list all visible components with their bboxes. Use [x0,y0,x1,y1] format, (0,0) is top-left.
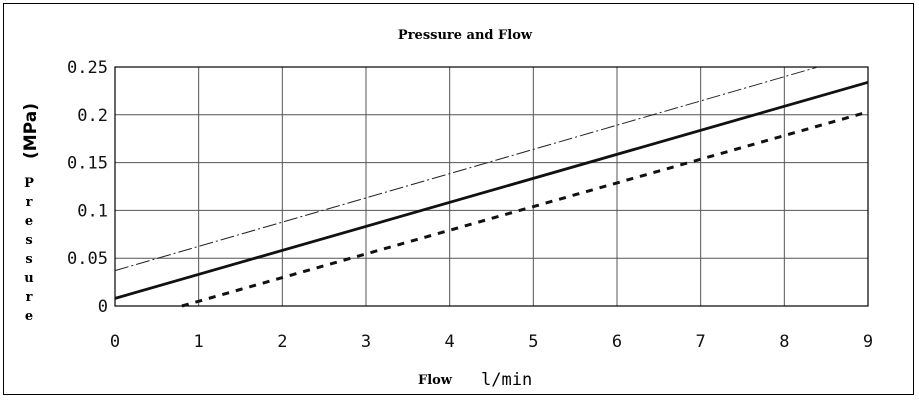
x-tick-label: 8 [779,332,789,352]
x-tick-label: 1 [194,332,204,352]
y-axis-label-letter: s [25,233,32,248]
y-tick-labels: 0 0.05 0.1 0.15 0.2 0.25 [67,58,108,317]
series-line-dashed [181,110,869,308]
y-axis-label-letter: u [24,271,33,286]
x-tick-label: 4 [445,332,455,352]
x-tick-label: 7 [696,332,706,352]
x-tick-label: 0 [110,332,120,352]
y-axis-label-word: Pressure [24,176,34,324]
plot-area [114,66,869,307]
y-axis-label-letter: s [25,252,32,267]
y-axis-label-letter: P [24,176,34,191]
series-line-solid [114,80,869,300]
x-axis-label: Flow l/min [418,370,532,390]
chart-frame: Pressure and Flow 0 1 2 3 4 5 6 7 8 9 0 0.05 0.1 0.1… [3,3,914,395]
y-axis-label-unit: (MPa) [21,103,41,159]
series-group [114,66,869,308]
x-axis-label-unit: l/min [481,370,532,390]
x-tick-label: 3 [361,332,371,352]
x-tick-labels: 0 1 2 3 4 5 6 7 8 9 [110,332,873,352]
y-axis-label: (MPa) Pressure [21,103,41,324]
x-tick-label: 2 [277,332,287,352]
chart-title: Pressure and Flow [398,28,533,43]
x-tick-label: 6 [612,332,622,352]
y-tick-label: 0.25 [67,58,108,78]
x-tick-label: 5 [528,332,538,352]
grid [114,66,869,307]
y-tick-label: 0.1 [77,201,108,221]
pressure-flow-chart: Pressure and Flow 0 1 2 3 4 5 6 7 8 9 0 0.05 0.1 0.1… [21,28,873,390]
y-tick-label: 0.15 [67,154,108,174]
series-line-dash-dot [114,66,818,272]
x-axis-label-word: Flow [418,373,453,388]
x-tick-label: 9 [863,332,873,352]
y-axis-label-letter: e [25,214,33,229]
y-axis-label-letter: r [26,290,33,305]
y-axis-label-letter: r [26,195,33,210]
y-tick-label: 0.05 [67,249,108,269]
y-axis-label-letter: e [25,309,33,324]
y-tick-label: 0.2 [77,106,108,126]
y-tick-label: 0 [98,297,108,317]
